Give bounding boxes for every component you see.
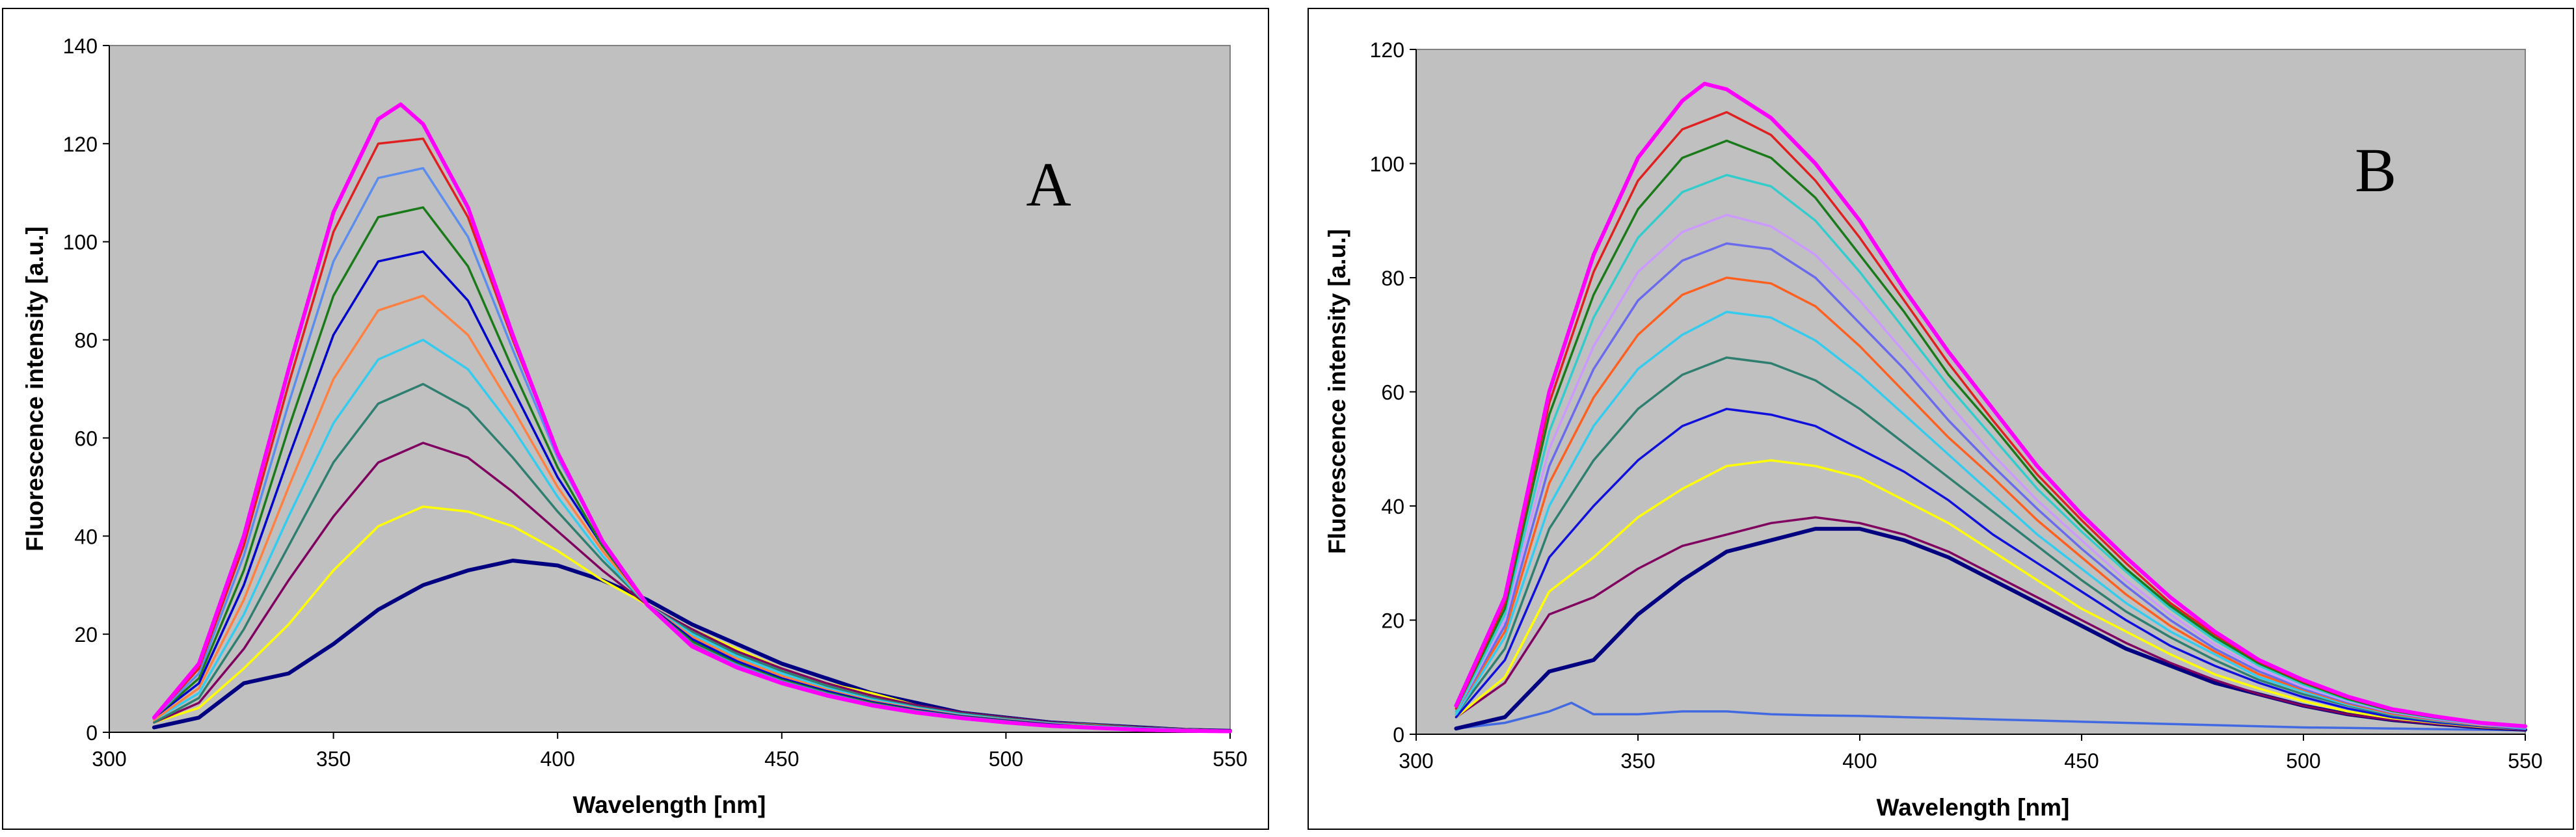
panel-b-series-baseline (1455, 701, 2527, 732)
panel-a-y-tick-label: 0 (86, 721, 98, 745)
panel-a-label: A (1026, 150, 1071, 219)
panel-b-x-axis-label: Wavelength [nm] (1877, 794, 2070, 821)
panel-b-series-curve-2 (1455, 516, 2527, 731)
panel-a-x-tick-label: 400 (541, 747, 575, 771)
panel-b-x-tick-label: 350 (1620, 749, 1655, 773)
panel-a-y-tick-label: 80 (74, 329, 98, 352)
panel-b-series-curve-3 (1455, 459, 2527, 730)
panel-a-plot-area (109, 45, 1231, 733)
panel-b-y-tick-label: 20 (1381, 609, 1404, 633)
panel-b-y-tick-label: 100 (1370, 153, 1404, 176)
panel-a-x-tick-label: 350 (316, 747, 351, 771)
panel-a-x-tick-label: 450 (764, 747, 799, 771)
panel-b-series-curve-13 (1454, 81, 2527, 728)
panel-a-y-tick-label: 40 (74, 525, 98, 548)
panel-b-series (1454, 81, 2527, 732)
panel-a-y-tick-label: 120 (63, 133, 98, 156)
panel-b-label: B (2355, 135, 2396, 205)
panel-b-y-tick-label: 40 (1381, 495, 1404, 518)
panel-a-x-tick-label: 550 (1213, 747, 1247, 771)
panel-a-y-tick-label: 20 (74, 623, 98, 646)
panel-b-y-tick-label: 80 (1381, 267, 1404, 290)
panel-b-x-tick-label: 400 (1842, 749, 1877, 773)
panel-b-series-curve-6 (1455, 310, 2527, 730)
panel-a-x-axis: 300 350 400 450 500 550 (92, 732, 1248, 771)
panel-b-x-tick-label: 550 (2508, 749, 2542, 773)
panel-b-y-axis: 0 20 40 60 80 100 120 (1370, 38, 1417, 747)
panel-b: 0 20 40 60 80 100 120 300 350 400 450 500 550 B Wav… (1308, 8, 2574, 830)
panel-b-x-tick-label: 500 (2286, 749, 2320, 773)
panel-a-y-tick-label: 140 (63, 34, 98, 58)
panel-b-y-tick-label: 0 (1393, 723, 1404, 747)
panel-b-x-tick-label: 450 (2064, 749, 2099, 773)
panel-a-series-curve-11 (152, 102, 1232, 734)
panel-b-x-axis: 300 350 400 450 500 550 (1399, 734, 2543, 773)
panel-b-y-tick-label: 120 (1370, 38, 1404, 62)
panel-a-series (152, 102, 1232, 734)
panel-b-y-tick-label: 60 (1381, 381, 1404, 405)
panel-a-x-axis-label: Wavelength [nm] (573, 791, 766, 818)
panel-a-x-tick-label: 500 (989, 747, 1023, 771)
panel-a-y-axis: 0 20 40 60 80 100 120 140 (63, 34, 110, 745)
panel-a-x-tick-label: 300 (92, 747, 126, 771)
panel-a-y-tick-label: 100 (63, 231, 98, 254)
panel-b-series-curve-4 (1455, 408, 2527, 730)
panel-a-y-axis-label: Fluorescence intensity [a.u.] (21, 226, 48, 551)
panel-a-y-tick-label: 60 (74, 427, 98, 450)
panel-b-y-axis-label: Fluorescence intensity [a.u.] (1324, 229, 1350, 554)
panel-b-x-tick-label: 300 (1399, 749, 1433, 773)
